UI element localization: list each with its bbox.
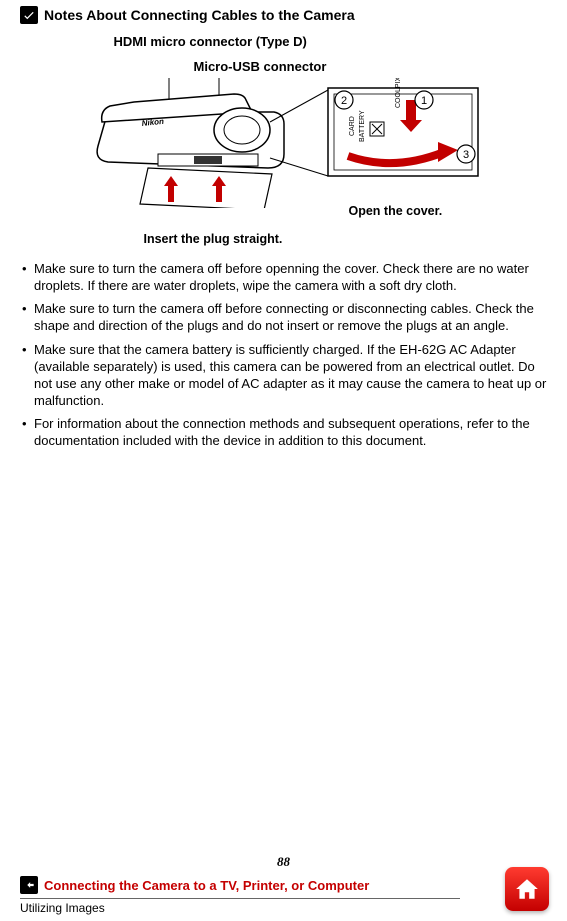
home-button[interactable]	[505, 867, 549, 911]
notes-heading: Notes About Connecting Cables to the Cam…	[20, 6, 547, 24]
svg-text:CARD: CARD	[349, 116, 356, 136]
footer-link[interactable]: Connecting the Camera to a TV, Printer, …	[44, 878, 369, 893]
label-usb: Micro-USB connector	[194, 59, 494, 74]
notes-list: Make sure to turn the camera off before …	[20, 260, 547, 450]
check-icon	[20, 6, 38, 24]
note-item: Make sure to turn the camera off before …	[20, 300, 547, 334]
svg-text:COOLPIX: COOLPIX	[395, 78, 402, 108]
note-item: Make sure that the camera battery is suf…	[20, 341, 547, 410]
heading-title: Notes About Connecting Cables to the Cam…	[44, 7, 355, 23]
label-hdmi: HDMI micro connector (Type D)	[114, 34, 494, 49]
note-item: Make sure to turn the camera off before …	[20, 260, 547, 294]
page-number: 88	[20, 854, 547, 870]
footer-section: Utilizing Images	[20, 901, 547, 921]
label-open-cover: Open the cover.	[349, 204, 494, 218]
svg-text:BATTERY: BATTERY	[359, 110, 366, 142]
camera-diagram: Nikon CARD BATTERY COOLPIX	[74, 78, 494, 208]
svg-text:3: 3	[462, 149, 468, 161]
back-icon[interactable]	[20, 876, 38, 894]
page-footer: 88 Connecting the Camera to a TV, Printe…	[20, 854, 547, 921]
label-insert-plug: Insert the plug straight.	[144, 232, 494, 246]
note-item: For information about the connection met…	[20, 415, 547, 449]
svg-text:1: 1	[420, 95, 426, 107]
diagram-area: HDMI micro connector (Type D) Micro-USB …	[74, 34, 494, 246]
footer-divider	[20, 898, 460, 899]
svg-text:2: 2	[340, 95, 346, 107]
